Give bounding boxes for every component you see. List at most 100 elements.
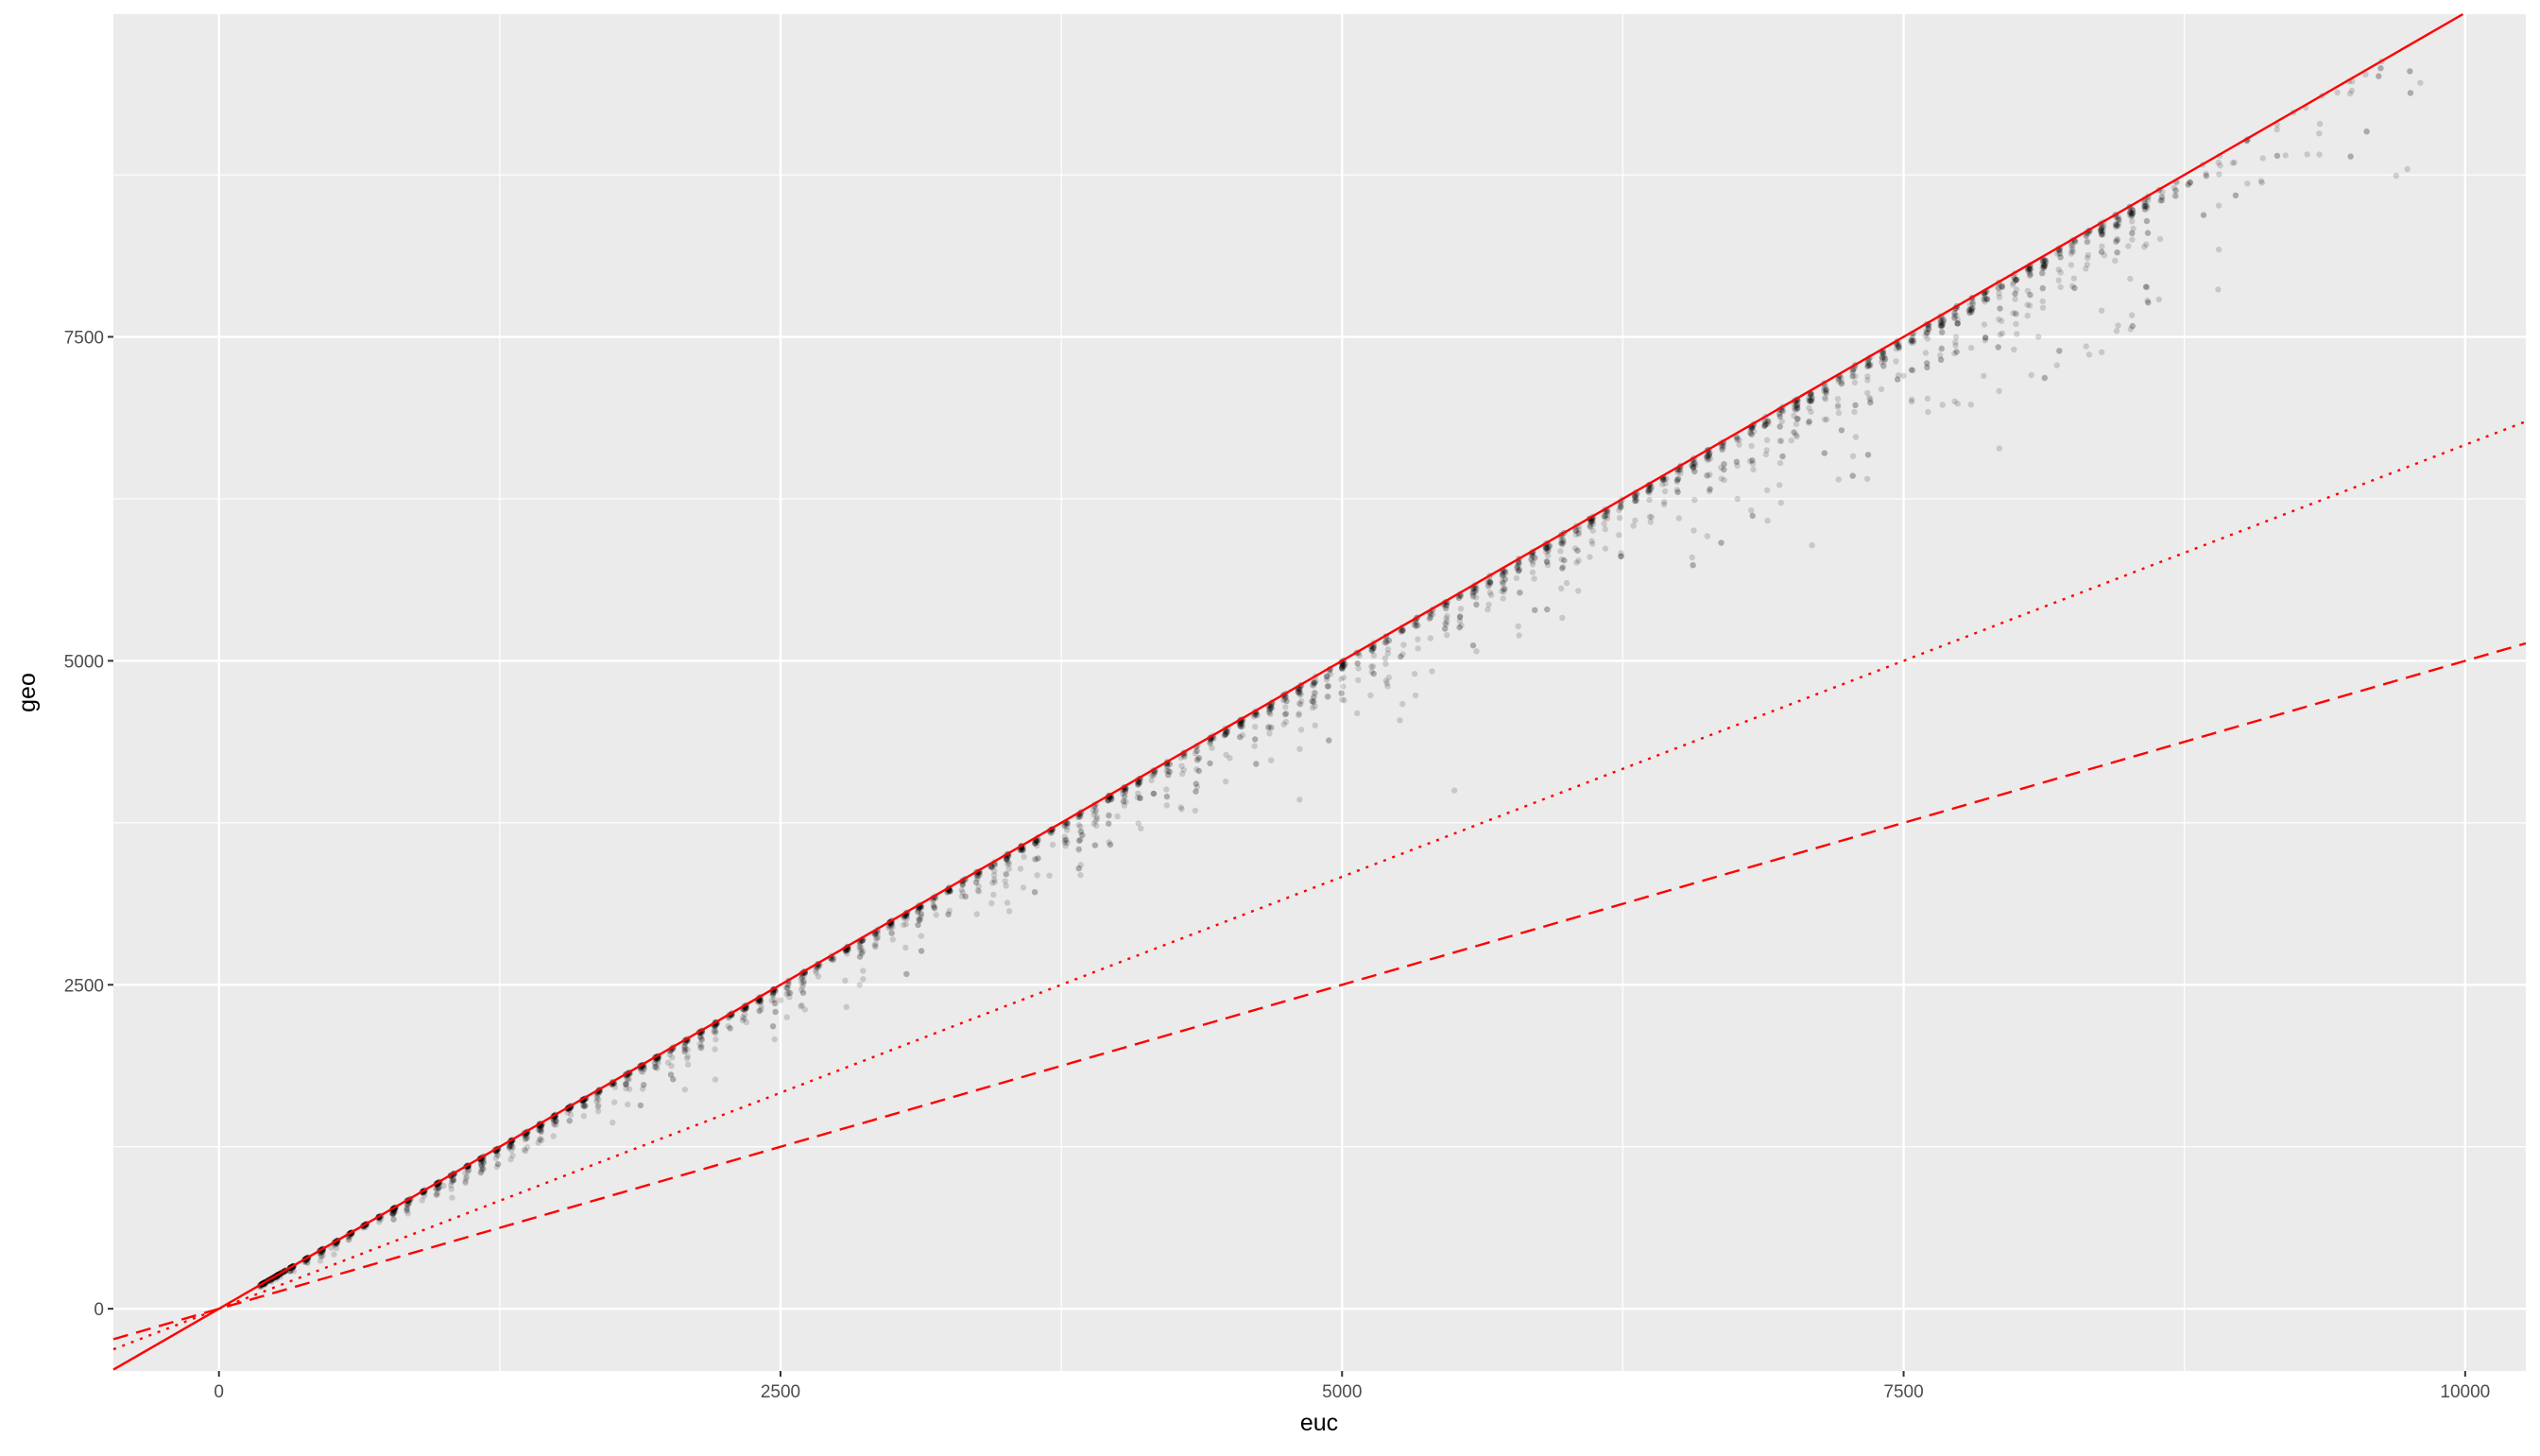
scatter-point <box>2012 296 2018 302</box>
scatter-point <box>1486 590 1494 596</box>
scatter-point <box>1516 566 1523 574</box>
scatter-point <box>2334 89 2341 96</box>
scatter-point <box>1032 839 1038 846</box>
scatter-point <box>580 1102 587 1109</box>
scatter-point <box>874 935 881 942</box>
scatter-point <box>1224 728 1231 735</box>
scatter-point <box>1254 711 1261 718</box>
scatter-point <box>2244 180 2251 187</box>
scatter-point <box>1003 871 1010 878</box>
scatter-point <box>1645 488 1652 495</box>
scatter-point <box>507 1156 514 1163</box>
scatter-point <box>1647 487 1654 493</box>
scatter-point <box>725 1022 731 1030</box>
scatter-point <box>1515 561 1521 569</box>
scatter-point <box>2185 181 2191 188</box>
scatter-point <box>872 931 879 938</box>
scatter-point <box>681 1043 688 1051</box>
scatter-point <box>1177 754 1184 762</box>
scatter-point <box>477 1160 485 1167</box>
scatter-point <box>1485 578 1491 585</box>
scatter-point <box>1646 496 1653 504</box>
scatter-point <box>1721 461 1727 468</box>
scatter-point <box>1821 387 1828 394</box>
scatter-point <box>1265 706 1273 713</box>
scatter-point <box>2112 224 2120 231</box>
scatter-point <box>1471 585 1479 591</box>
scatter-point <box>2363 128 2370 135</box>
scatter-point <box>1822 396 1829 403</box>
scatter-point <box>1004 858 1012 865</box>
scatter-point <box>1339 664 1346 671</box>
scatter-point <box>1995 284 2001 291</box>
scatter-point <box>959 882 966 888</box>
scatter-point <box>595 1102 602 1108</box>
scatter-point <box>1004 856 1010 863</box>
scatter-point <box>1646 489 1653 496</box>
scatter-point <box>1310 682 1317 689</box>
scatter-point <box>1589 518 1596 524</box>
scatter-point <box>1077 814 1084 820</box>
scatter-point <box>1430 610 1436 618</box>
scatter-point <box>1822 383 1828 389</box>
scatter-point <box>1793 433 1800 440</box>
x-axis: 0 2500 5000 7500 10000 <box>214 1371 2490 1402</box>
scatter-point <box>2347 153 2354 160</box>
scatter-point <box>1674 475 1682 482</box>
scatter-point <box>815 973 822 980</box>
scatter-point <box>1485 601 1492 608</box>
scatter-point <box>403 1208 410 1214</box>
scatter-point <box>1280 697 1287 704</box>
scatter-point <box>856 939 863 947</box>
scatter-point <box>463 1175 470 1182</box>
scatter-point <box>495 1152 502 1159</box>
scatter-point <box>2024 301 2031 308</box>
scatter-point <box>1880 362 1887 369</box>
scatter-point <box>987 864 995 870</box>
scatter-point <box>1180 752 1188 760</box>
scatter-point <box>1776 482 1783 488</box>
scatter-point <box>1049 841 1056 848</box>
scatter-point <box>857 947 864 953</box>
scatter-point <box>786 994 793 1001</box>
scatter-point <box>1338 676 1345 683</box>
scatter-point <box>2013 286 2020 293</box>
scatter-point <box>655 1057 661 1064</box>
scatter-point <box>1894 376 1901 383</box>
scatter-point <box>1501 568 1508 574</box>
scatter-point <box>1528 556 1535 563</box>
scatter-point <box>2012 310 2018 317</box>
scatter-point <box>742 1006 748 1013</box>
scatter-point <box>1690 459 1698 466</box>
scatter-point <box>845 946 851 953</box>
scatter-point <box>1821 450 1828 456</box>
scatter-point <box>1398 628 1404 636</box>
scatter-point <box>1734 462 1741 469</box>
scatter-point <box>2014 331 2020 337</box>
scatter-point <box>552 1118 559 1124</box>
scatter-point <box>2055 266 2062 273</box>
scatter-point <box>798 979 805 986</box>
scatter-point <box>2282 152 2289 159</box>
scatter-point <box>1311 694 1317 701</box>
scatter-point <box>1604 508 1611 515</box>
scatter-point <box>1849 367 1857 373</box>
scatter-point <box>2377 65 2384 72</box>
scatter-point <box>2316 151 2323 158</box>
scatter-point <box>1238 720 1244 727</box>
scatter-point <box>2040 257 2047 264</box>
scatter-point <box>1135 820 1141 827</box>
scatter-point <box>1673 477 1681 484</box>
scatter-point <box>1340 662 1347 670</box>
scatter-point <box>389 1209 396 1217</box>
scatter-point <box>1075 814 1082 820</box>
minor-gridlines <box>113 14 2526 1371</box>
scatter-point <box>594 1107 602 1115</box>
scatter-point <box>1691 468 1698 475</box>
scatter-point <box>1849 373 1856 380</box>
scatter-point <box>1019 847 1025 853</box>
scatter-point <box>1588 538 1595 544</box>
scatter-point <box>1444 618 1450 625</box>
scatter-point <box>1544 545 1551 552</box>
scatter-point <box>1063 836 1070 844</box>
